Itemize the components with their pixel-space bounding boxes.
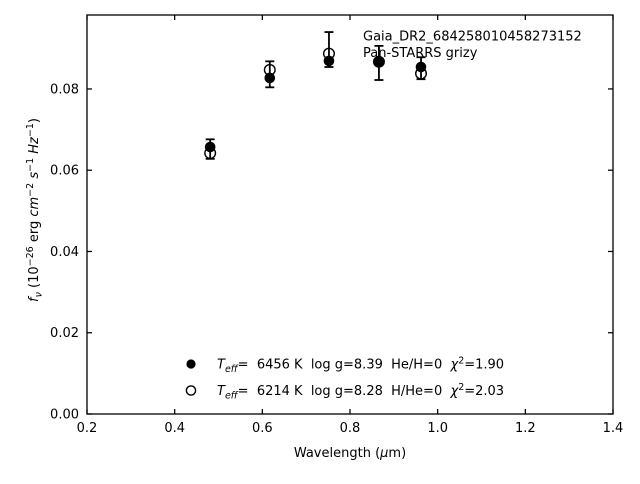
x-axis-tick-label: 0.2 [77, 421, 98, 436]
x-axis-tick-label: 0.8 [340, 421, 361, 436]
filled-marker-i [323, 55, 335, 67]
plot-border [86, 14, 614, 415]
y-axis-label: fν (10−26 erg cm−2 s−1 Hz−1) [25, 118, 44, 302]
y-axis-tick-label: 0.06 [50, 164, 79, 179]
annotation-survey: Pan-STARRS grizy [363, 46, 478, 61]
legend-filled-circle-icon [186, 359, 196, 369]
y-axis-tick-label: 0.02 [50, 326, 79, 341]
legend-row-label-2: Teff= 6214 K log g=8.28 H/He=0 χ2=2.03 [217, 382, 504, 401]
x-axis-tick-label: 0.6 [252, 421, 273, 436]
y-axis-tick-label: 0.04 [50, 245, 79, 260]
filled-marker-r [264, 72, 276, 84]
filled-marker-y [415, 61, 427, 73]
x-axis-label: Wavelength (μm) [294, 446, 406, 461]
y-axis-tick-label: 0.08 [50, 82, 79, 97]
y-axis-tick-label: 0.00 [50, 408, 79, 423]
x-axis-tick-label: 1.4 [603, 421, 624, 436]
x-axis-tick-label: 1.2 [515, 421, 536, 436]
legend-open-circle-icon [185, 385, 197, 396]
legend-row-label-1: Teff= 6456 K log g=8.39 He/H=0 χ2=1.90 [217, 356, 504, 375]
x-axis-tick-label: 1.0 [427, 421, 448, 436]
filled-marker-g [204, 141, 216, 153]
filled-marker-z [373, 56, 385, 68]
annotation-source-id: Gaia_DR2_684258010458273152 [363, 30, 582, 45]
x-axis-tick-label: 0.4 [164, 421, 185, 436]
